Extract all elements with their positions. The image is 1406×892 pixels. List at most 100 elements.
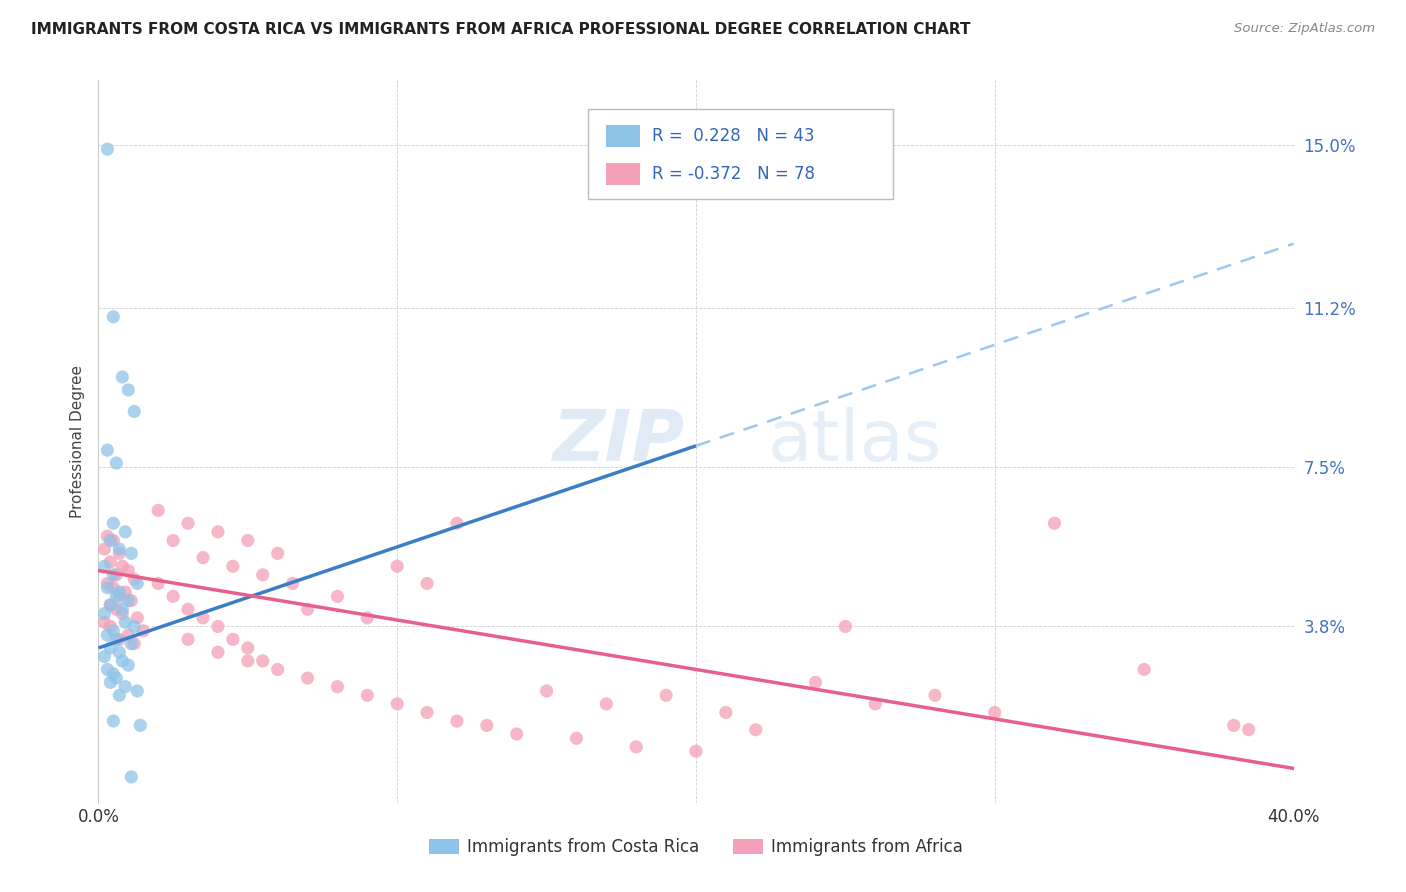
- Point: [127, 576, 149, 591]
- Point: [326, 590, 349, 604]
- Y-axis label: Professional Degree: Professional Degree: [69, 365, 84, 518]
- Point: [124, 572, 146, 586]
- Point: [297, 602, 319, 616]
- Point: [655, 688, 678, 702]
- Point: [267, 546, 290, 560]
- Point: [96, 443, 118, 458]
- Point: [148, 576, 170, 591]
- Point: [177, 602, 200, 616]
- Point: [132, 624, 155, 638]
- Point: [252, 654, 274, 668]
- Text: atlas: atlas: [768, 407, 942, 476]
- Point: [96, 142, 118, 156]
- Point: [685, 744, 707, 758]
- Text: R =  0.228   N = 43: R = 0.228 N = 43: [652, 127, 814, 145]
- Point: [565, 731, 588, 746]
- Point: [267, 663, 290, 677]
- Point: [114, 585, 136, 599]
- Point: [745, 723, 768, 737]
- Point: [111, 654, 134, 668]
- Point: [626, 739, 648, 754]
- Point: [96, 529, 118, 543]
- Text: ZIP: ZIP: [553, 407, 685, 476]
- Point: [222, 559, 245, 574]
- Point: [1133, 663, 1156, 677]
- Bar: [606, 163, 640, 185]
- Point: [98, 533, 122, 548]
- Point: [475, 718, 498, 732]
- Point: [865, 697, 887, 711]
- Point: [356, 611, 378, 625]
- Point: [98, 619, 122, 633]
- Point: [297, 671, 319, 685]
- Point: [111, 370, 134, 384]
- Point: [111, 559, 134, 574]
- Point: [108, 542, 131, 557]
- Point: [120, 546, 142, 560]
- Point: [103, 714, 125, 728]
- Point: [114, 680, 136, 694]
- Point: [96, 663, 118, 677]
- Point: [207, 619, 229, 633]
- Point: [108, 645, 131, 659]
- Point: [1223, 718, 1246, 732]
- Point: [162, 533, 184, 548]
- Point: [191, 611, 214, 625]
- FancyBboxPatch shape: [589, 109, 893, 200]
- Point: [714, 706, 737, 720]
- Point: [804, 675, 827, 690]
- Point: [236, 654, 259, 668]
- Point: [1237, 723, 1260, 737]
- Point: [96, 628, 118, 642]
- Point: [416, 706, 439, 720]
- Point: [834, 619, 856, 633]
- Point: [117, 564, 139, 578]
- Point: [124, 404, 146, 418]
- Point: [127, 684, 149, 698]
- Point: [236, 640, 259, 655]
- Point: [105, 602, 128, 616]
- Point: [105, 590, 128, 604]
- Point: [117, 593, 139, 607]
- Point: [124, 619, 146, 633]
- Point: [111, 607, 134, 621]
- Point: [506, 727, 529, 741]
- Point: [385, 697, 409, 711]
- Point: [103, 666, 125, 681]
- Point: [191, 550, 214, 565]
- Point: [127, 611, 149, 625]
- Point: [108, 632, 131, 647]
- Point: [96, 576, 118, 591]
- Point: [105, 567, 128, 582]
- Point: [98, 640, 122, 655]
- Point: [114, 615, 136, 630]
- Point: [93, 559, 115, 574]
- Bar: [606, 125, 640, 147]
- Point: [385, 559, 409, 574]
- Point: [96, 581, 118, 595]
- Point: [117, 628, 139, 642]
- Point: [98, 598, 122, 612]
- Point: [356, 688, 378, 702]
- Point: [103, 567, 125, 582]
- Point: [108, 688, 131, 702]
- Point: [129, 718, 152, 732]
- Point: [103, 516, 125, 531]
- Point: [103, 310, 125, 324]
- Text: Source: ZipAtlas.com: Source: ZipAtlas.com: [1234, 22, 1375, 36]
- Point: [114, 524, 136, 539]
- Point: [108, 585, 131, 599]
- Point: [120, 593, 142, 607]
- Point: [207, 524, 229, 539]
- Point: [124, 637, 146, 651]
- Point: [177, 516, 200, 531]
- Point: [222, 632, 245, 647]
- Point: [105, 671, 128, 685]
- Point: [117, 658, 139, 673]
- Point: [446, 714, 468, 728]
- Point: [105, 456, 128, 470]
- Text: R = -0.372   N = 78: R = -0.372 N = 78: [652, 165, 814, 183]
- Point: [93, 649, 115, 664]
- Point: [207, 645, 229, 659]
- Point: [108, 546, 131, 560]
